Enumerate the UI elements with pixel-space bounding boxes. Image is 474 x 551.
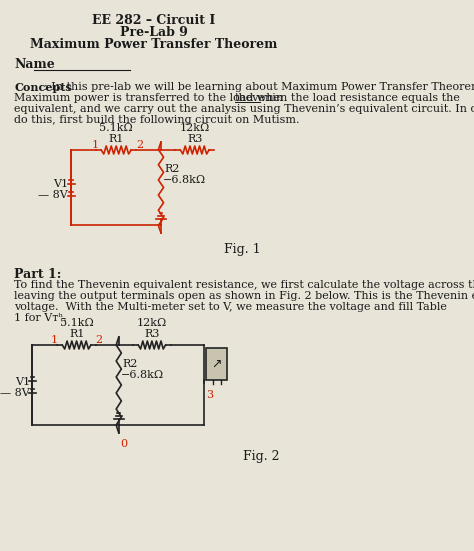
Text: R3: R3 — [187, 134, 202, 144]
Text: R2: R2 — [122, 359, 137, 369]
Text: do this, first build the following circuit on Mutism.: do this, first build the following circu… — [14, 115, 300, 125]
Text: 1: 1 — [91, 140, 98, 150]
Text: R2: R2 — [164, 164, 180, 174]
Text: −6.8kΩ: −6.8kΩ — [163, 175, 206, 185]
Text: Part 1:: Part 1: — [14, 268, 62, 281]
Text: 0: 0 — [120, 439, 128, 449]
Text: : In this pre-lab we will be learning about Maximum Power Transfer Theorem.: : In this pre-lab we will be learning ab… — [44, 82, 474, 92]
Text: ↗: ↗ — [211, 358, 222, 370]
Text: Maximum Power Transfer Theorem: Maximum Power Transfer Theorem — [30, 38, 277, 51]
Text: 2: 2 — [95, 335, 102, 345]
Text: 3: 3 — [206, 390, 213, 400]
Text: Concepts: Concepts — [14, 82, 72, 93]
Text: Fig. 2: Fig. 2 — [244, 450, 280, 463]
Text: 2: 2 — [137, 140, 144, 150]
Bar — [206, 348, 227, 380]
Text: — 8V: — 8V — [38, 190, 68, 200]
Text: 5.1kΩ: 5.1kΩ — [60, 318, 93, 328]
Text: V1: V1 — [15, 377, 30, 387]
Text: Pre-Lab 9: Pre-Lab 9 — [120, 26, 188, 39]
Text: 12kΩ: 12kΩ — [137, 318, 167, 328]
Text: — 8V: — 8V — [0, 388, 30, 398]
Text: Fig. 1: Fig. 1 — [224, 243, 261, 256]
Text: 5.1kΩ: 5.1kΩ — [100, 123, 133, 133]
Text: 12kΩ: 12kΩ — [180, 123, 210, 133]
Text: thevenin: thevenin — [235, 93, 284, 103]
Text: voltage.  With the Multi-meter set to V, we measure the voltage and fill Table: voltage. With the Multi-meter set to V, … — [14, 302, 447, 312]
Text: Maximum power is transferred to the load when the load resistance equals the: Maximum power is transferred to the load… — [14, 93, 464, 103]
Text: To find the Thevenin equivalent resistance, we first calculate the voltage acros: To find the Thevenin equivalent resistan… — [14, 280, 474, 290]
Text: EE 282 – Circuit I: EE 282 – Circuit I — [92, 14, 216, 27]
Text: 1: 1 — [51, 335, 58, 345]
Text: R1: R1 — [69, 329, 84, 339]
Text: leaving the output terminals open as shown in Fig. 2 below. This is the Thevenin: leaving the output terminals open as sho… — [14, 291, 474, 301]
Text: −6.8kΩ: −6.8kΩ — [121, 370, 164, 380]
Text: V1: V1 — [53, 179, 68, 189]
Text: R3: R3 — [144, 329, 160, 339]
Text: Name: Name — [14, 58, 55, 71]
Text: 1 for Vᴛʰ.: 1 for Vᴛʰ. — [14, 313, 67, 323]
Text: R1: R1 — [109, 134, 124, 144]
Text: equivalent, and we carry out the analysis using Thevenin’s equivalent circuit. I: equivalent, and we carry out the analysi… — [14, 104, 474, 114]
